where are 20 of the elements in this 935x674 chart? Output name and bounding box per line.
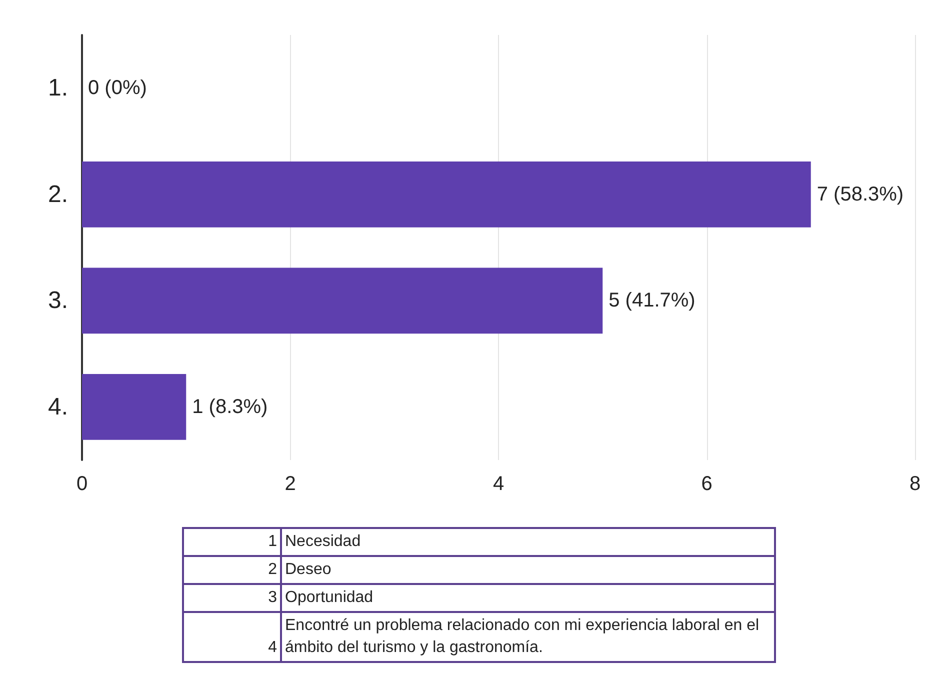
text: 3 Oportunidad — [267, 588, 374, 608]
x-tick-label: 2 — [284, 473, 296, 495]
x-tick-label: 6 — [701, 473, 712, 495]
x-tick-label: 0 — [76, 473, 88, 495]
bar — [82, 161, 811, 228]
text: 4 Encontré un problema relacionado con mi experiencia laboral en el ámbito del turismo y la gastronomía. — [267, 616, 760, 658]
y-tick-label: 4. — [48, 393, 68, 420]
data-label: 7 (58.3%) — [816, 183, 904, 206]
bar — [82, 268, 603, 334]
data-label: 1 (8.3%) — [192, 396, 268, 418]
x-tick-label: 4 — [492, 473, 504, 495]
data-label: 0 (0%) — [88, 77, 147, 100]
data-label: 5 (41.7%) — [608, 290, 696, 312]
x-tick-label: 8 — [909, 473, 921, 495]
bar — [82, 374, 186, 440]
text: 1 Necesidad — [267, 532, 362, 552]
y-tick-label: 2. — [48, 180, 68, 208]
text: 2 Deseo — [267, 560, 332, 580]
y-tick-label: 1. — [48, 74, 68, 102]
y-tick-label: 3. — [48, 287, 68, 314]
